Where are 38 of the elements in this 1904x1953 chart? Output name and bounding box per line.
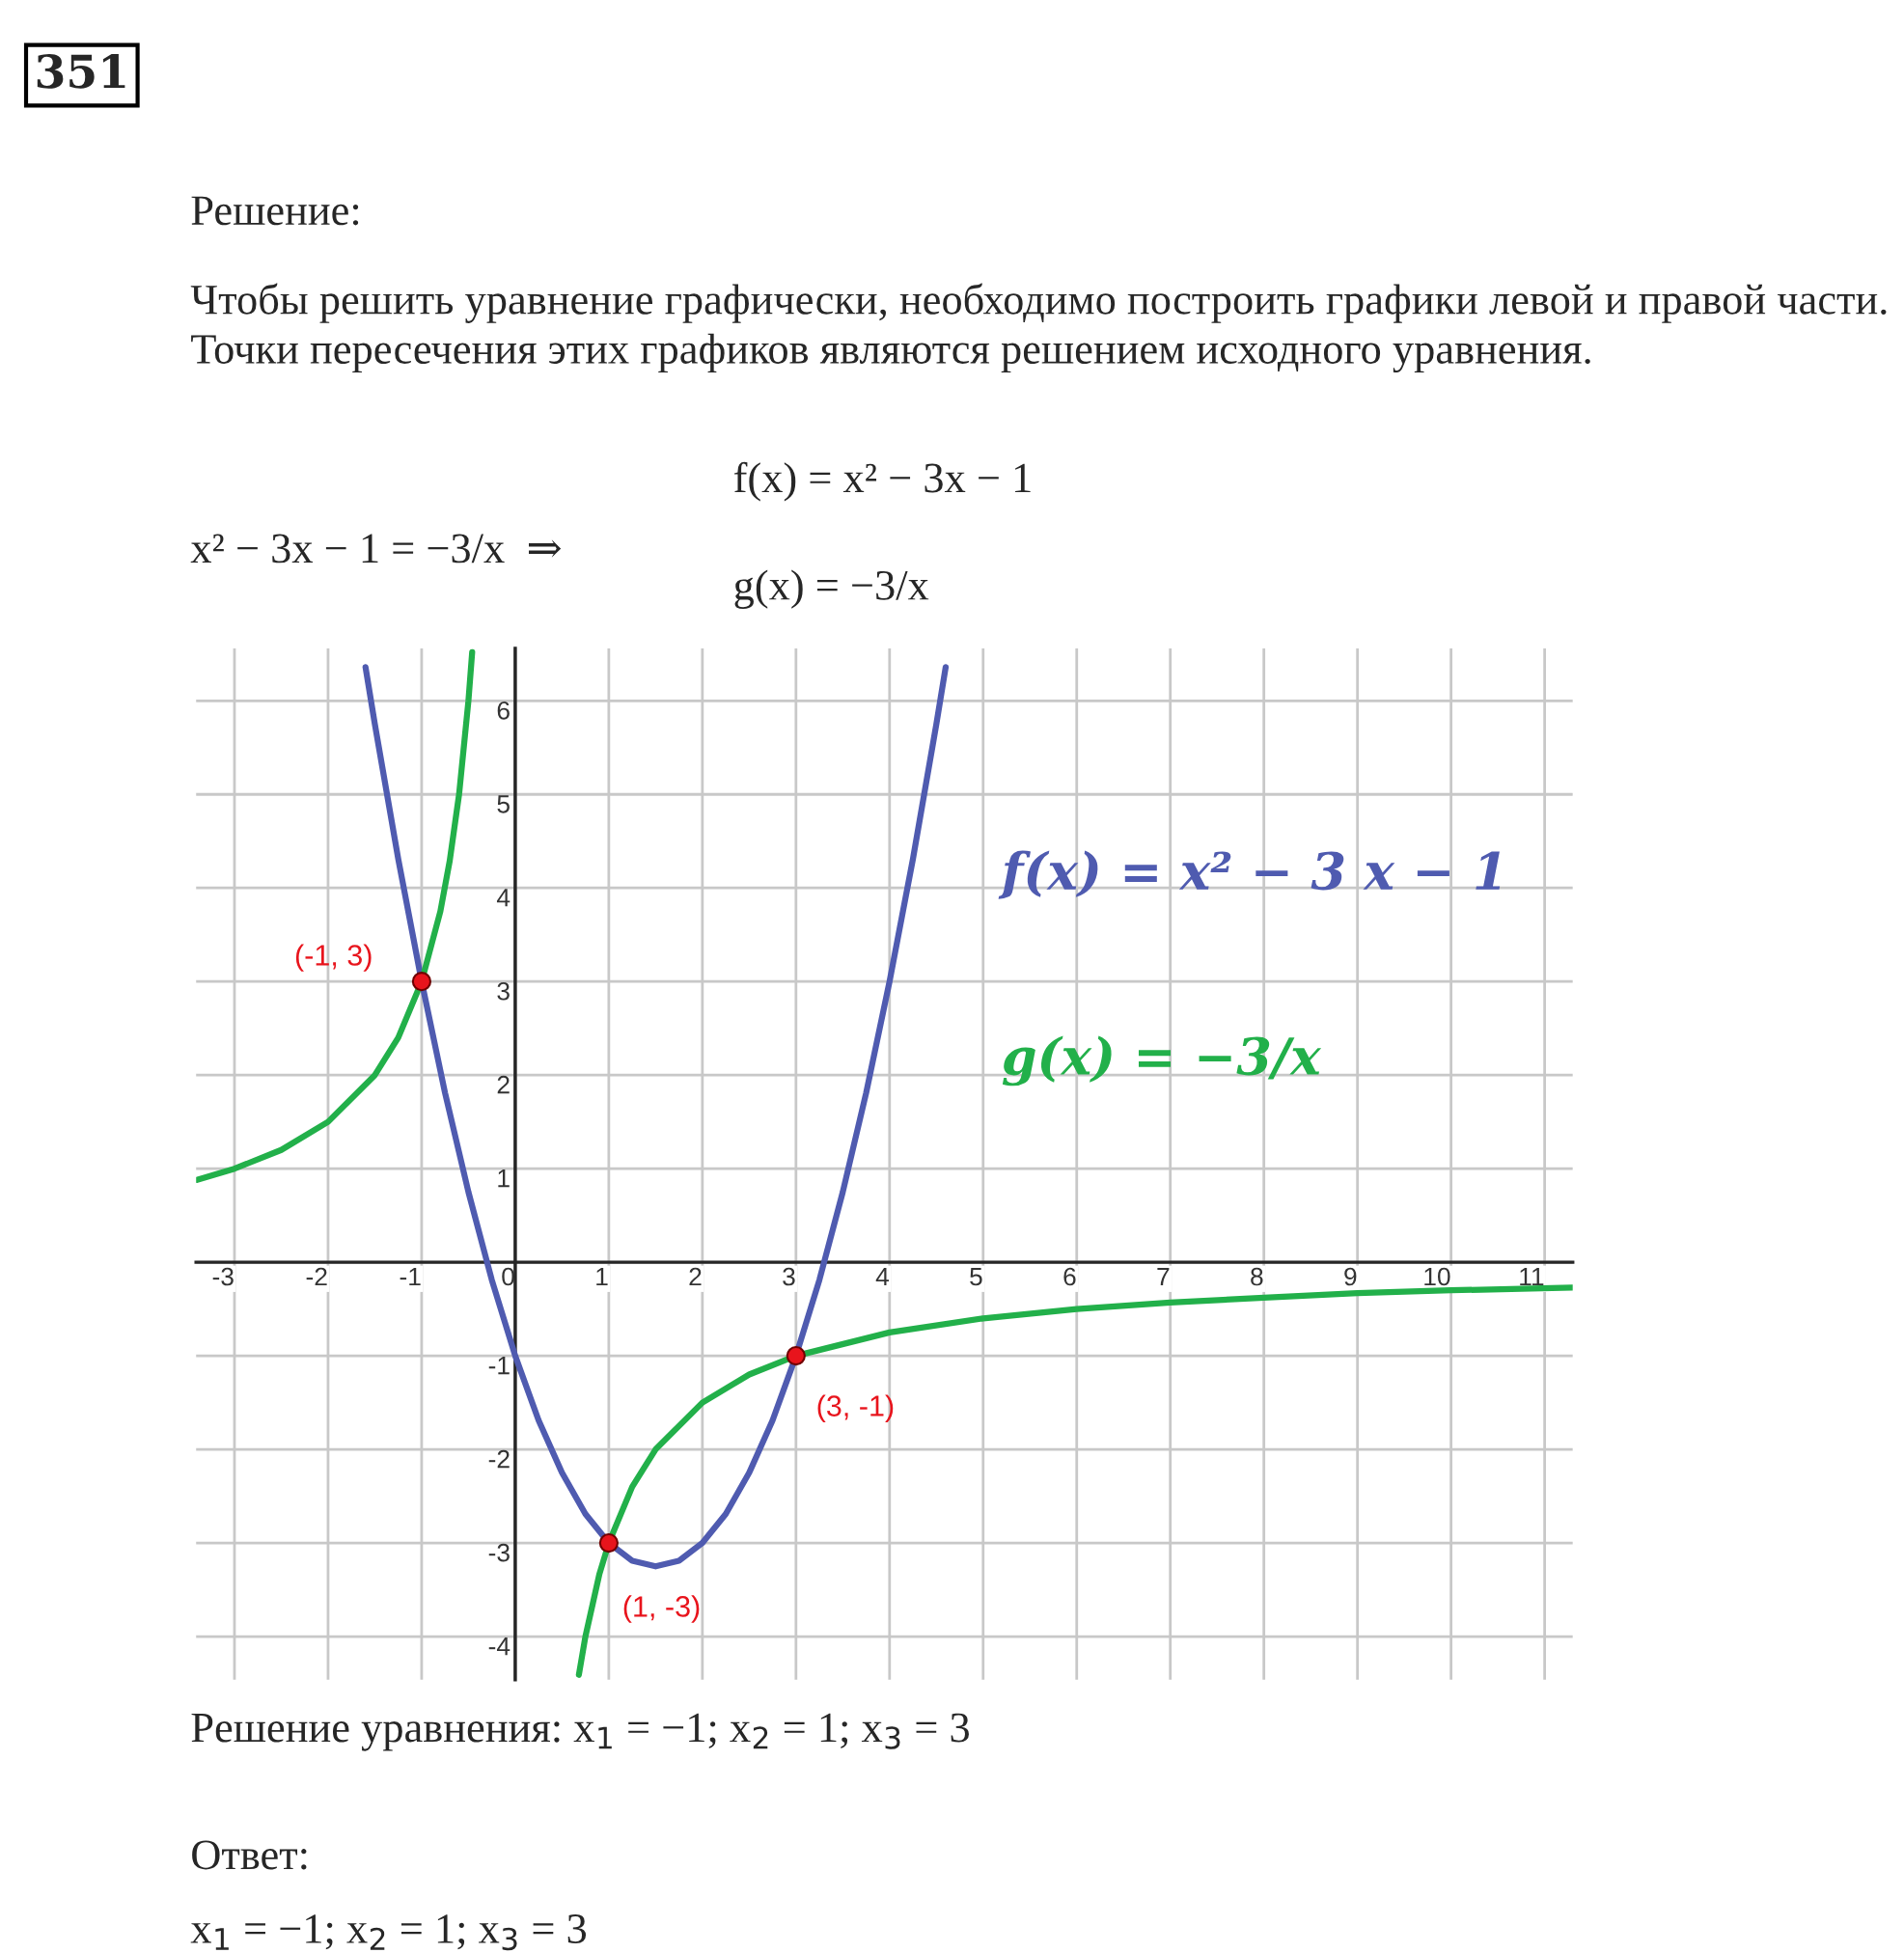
text: Ответ: — [192, 1840, 307, 1870]
x-tick-label: 2 — [689, 1267, 702, 1286]
x-tick-label: 4 — [875, 1267, 890, 1286]
text: g(x) = −3/x — [734, 569, 929, 609]
x-tick-label: 8 — [1251, 1267, 1263, 1286]
text: Решение уравнения: x$_{1}$ = −1; x$_{2}$ = 1; x$_{3}$ = 3 — [191, 1713, 969, 1751]
y-tick-label: 6 — [497, 701, 510, 720]
x-tick-label: -3 — [212, 1267, 234, 1286]
chart-title: 351 — [37, 54, 125, 89]
x-tick-label: 9 — [1344, 1267, 1357, 1286]
text: g(x) = −3/x — [1002, 1035, 1322, 1087]
y-tick-label: -2 — [488, 1449, 510, 1469]
annotation: (-1, 3) — [295, 944, 372, 972]
x-tick-label: 11 — [1520, 1267, 1544, 1286]
x-tick-label: 6 — [1063, 1267, 1076, 1286]
annotation: (1, -3) — [623, 1595, 700, 1623]
y-tick-label: 2 — [497, 1075, 510, 1094]
text: x² − 3x − 1 = −3/x ⇒ — [190, 534, 562, 564]
x-tick-label: 5 — [970, 1267, 982, 1286]
series-label: f(x) = x² − 3 x − 1 — [998, 850, 1501, 899]
text: x$_{1}$ = −1; x$_{2}$ = 1; x$_{3}$ = 3 — [190, 1914, 587, 1951]
y-tick-label: 4 — [496, 889, 510, 907]
text: f(x) = x² − 3x − 1 — [733, 461, 1031, 502]
x-tick-label: -1 — [400, 1267, 421, 1286]
annotation: (3, -1) — [817, 1394, 894, 1422]
y-tick-label: 5 — [497, 795, 510, 813]
text: Чтобы решить уравнение графически, необходимо построить графики левой и правой части. Точки пересечения этих графиков являются решением исходного уравнения. — [190, 283, 1887, 373]
y-tick-label: -1 — [488, 1357, 510, 1375]
y-tick-label: 1 — [498, 1169, 510, 1188]
x-tick-label: 10 — [1424, 1267, 1450, 1286]
y-tick-label: 3 — [497, 981, 510, 1001]
x-tick-label: 3 — [783, 1267, 795, 1286]
y-tick-label: -3 — [488, 1543, 510, 1562]
chart-subtitle: Решение: — [191, 196, 359, 226]
x-tick-label: 7 — [1157, 1267, 1170, 1286]
x-tick-label: 1 — [596, 1267, 608, 1286]
y-tick-label: -4 — [488, 1637, 510, 1656]
x-tick-label: -2 — [306, 1267, 327, 1286]
